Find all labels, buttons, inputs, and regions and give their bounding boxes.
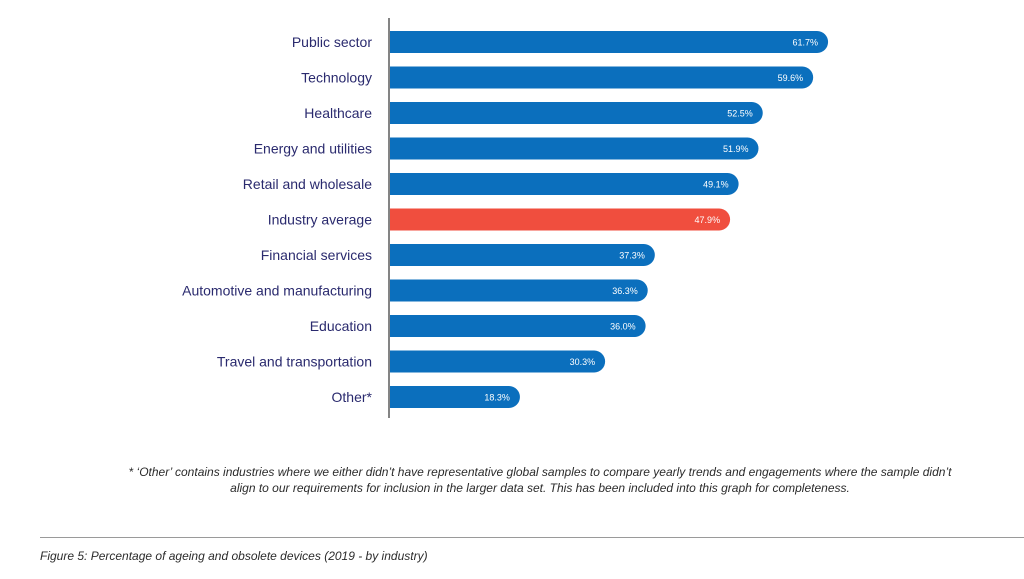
value-label-industry-average: 47.9% [695,215,721,225]
category-label-healthcare: Healthcare [304,105,372,121]
bar-public-sector [390,31,829,53]
value-label-energy-and-utilities: 51.9% [723,144,749,154]
category-label-public-sector: Public sector [292,34,372,50]
divider [40,537,1024,538]
value-label-financial-services: 37.3% [619,251,645,261]
bar-retail-and-wholesale [390,173,739,195]
value-label-other: 18.3% [484,393,510,403]
bar-financial-services [390,244,655,266]
value-label-travel-and-transportation: 30.3% [570,357,596,367]
bar-healthcare [390,102,763,124]
category-label-travel-and-transportation: Travel and transportation [217,354,372,370]
chart-footnote: * ‘Other’ contains industries where we e… [128,465,952,495]
value-label-education: 36.0% [610,322,636,332]
value-label-healthcare: 52.5% [727,109,753,119]
value-label-automotive-and-manufacturing: 36.3% [612,286,638,296]
bar-education [390,315,646,337]
category-label-energy-and-utilities: Energy and utilities [254,141,372,157]
bar-industry-average [390,208,731,231]
bar-energy-and-utilities [390,137,759,160]
bar-travel-and-transportation [390,350,606,373]
bar-technology [390,66,814,89]
category-label-financial-services: Financial services [261,247,372,263]
value-label-public-sector: 61.7% [793,38,819,48]
category-label-technology: Technology [301,70,372,86]
category-label-other: Other* [332,389,373,405]
bar-other [390,386,520,408]
category-label-automotive-and-manufacturing: Automotive and manufacturing [182,283,372,299]
category-label-retail-and-wholesale: Retail and wholesale [243,176,372,192]
value-label-technology: 59.6% [778,73,804,83]
value-label-retail-and-wholesale: 49.1% [703,180,729,190]
bar-chart: Public sector 61.7% Technology 59.6% Healthc… [182,18,829,418]
category-label-education: Education [310,318,372,334]
bar-automotive-and-manufacturing [390,279,648,302]
category-label-industry-average: Industry average [268,212,372,228]
figure-caption: Figure 5: Percentage of ageing and obsol… [40,549,428,563]
